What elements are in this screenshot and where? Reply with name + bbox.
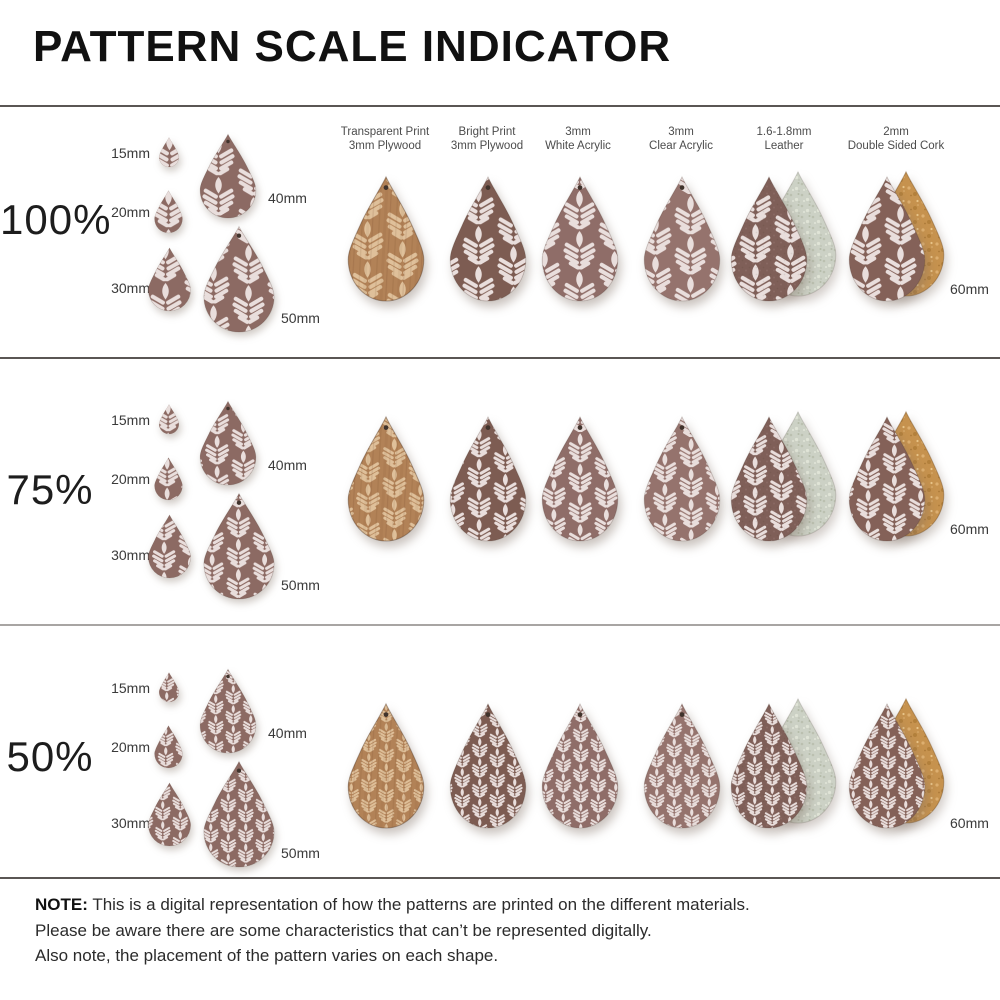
size-label-15mm-row75: 15mm: [111, 412, 150, 428]
teardrop-white-acrylic-row75%: [538, 415, 622, 542]
teardrop-guide-20mm-row50%: [153, 725, 184, 769]
divider-top: [0, 105, 1000, 107]
teardrop-white-acrylic-row50%: [538, 702, 622, 829]
teardrop-guide-15mm-row50%: [158, 672, 180, 703]
teardrop-guide-30mm-row75%: [146, 514, 193, 579]
teardrop-guide-15mm-row100%: [158, 137, 180, 168]
teardrop-clear-acrylic-row75%: [640, 415, 724, 542]
size-label-50mm-row50: 50mm: [281, 845, 320, 861]
size-label-20mm-row75: 20mm: [111, 471, 150, 487]
size-label-40mm-row50: 40mm: [268, 725, 307, 741]
size-label-60mm-row50: 60mm: [950, 815, 989, 831]
teardrop-plywood-transparent-row50%: [344, 702, 428, 829]
teardrop-guide-40mm-row50%: [197, 668, 259, 754]
note-line-1: NOTE: This is a digital representation o…: [35, 895, 750, 914]
column-header-clear-acrylic: 3mm Clear Acrylic: [649, 126, 713, 152]
size-label-20mm-row100: 20mm: [111, 204, 150, 220]
teardrop-cork-front-row75%: [845, 415, 929, 542]
teardrop-plywood-transparent-row100%: [344, 175, 428, 302]
size-label-20mm-row50: 20mm: [111, 739, 150, 755]
teardrop-clear-acrylic-row100%: [640, 175, 724, 302]
note-line-3: Also note, the placement of the pattern …: [35, 946, 499, 965]
teardrop-leather-front-row75%: [727, 415, 811, 542]
size-label-15mm-row50: 15mm: [111, 680, 150, 696]
teardrop-guide-20mm-row75%: [153, 457, 184, 501]
note-line-2: Please be aware there are some character…: [35, 920, 652, 940]
teardrop-clear-acrylic-row50%: [640, 702, 724, 829]
teardrop-cork-front-row50%: [845, 702, 929, 829]
size-label-50mm-row100: 50mm: [281, 310, 320, 326]
teardrop-guide-40mm-row100%: [197, 133, 259, 219]
teardrop-plywood-bright-row100%: [446, 175, 530, 302]
divider-row2-row3: [0, 624, 1000, 626]
teardrop-guide-50mm-row75%: [200, 492, 278, 600]
teardrop-plywood-bright-row75%: [446, 415, 530, 542]
size-label-40mm-row75: 40mm: [268, 457, 307, 473]
column-header-cork: 2mm Double Sided Cork: [847, 126, 945, 152]
page-title: PATTERN SCALE INDICATOR: [33, 22, 672, 71]
size-label-40mm-row100: 40mm: [268, 190, 307, 206]
size-label-30mm-row100: 30mm: [111, 280, 150, 296]
divider-bottom: [0, 877, 1000, 879]
teardrop-plywood-transparent-row75%: [344, 415, 428, 542]
teardrop-guide-30mm-row50%: [146, 782, 193, 847]
column-header-plywood-transparent: Transparent Print 3mm Plywood: [340, 126, 430, 152]
teardrop-plywood-bright-row50%: [446, 702, 530, 829]
divider-row1-row2: [0, 357, 1000, 359]
teardrop-guide-30mm-row100%: [146, 247, 193, 312]
teardrop-guide-20mm-row100%: [153, 190, 184, 234]
size-label-30mm-row75: 30mm: [111, 547, 150, 563]
teardrop-white-acrylic-row100%: [538, 175, 622, 302]
scale-label-75: 75%: [6, 466, 94, 513]
size-label-60mm-row75: 60mm: [950, 521, 989, 537]
teardrop-guide-40mm-row75%: [197, 400, 259, 486]
size-label-30mm-row50: 30mm: [111, 815, 150, 831]
scale-label-100: 100%: [0, 196, 112, 243]
size-label-15mm-row100: 15mm: [111, 145, 150, 161]
teardrop-leather-front-row50%: [727, 702, 811, 829]
teardrop-guide-15mm-row75%: [158, 404, 180, 435]
size-label-50mm-row75: 50mm: [281, 577, 320, 593]
size-label-60mm-row100: 60mm: [950, 281, 989, 297]
column-header-leather: 1.6-1.8mm Leather: [756, 126, 812, 152]
column-header-white-acrylic: 3mm White Acrylic: [545, 126, 611, 152]
teardrop-cork-front-row100%: [845, 175, 929, 302]
teardrop-leather-front-row100%: [727, 175, 811, 302]
teardrop-guide-50mm-row100%: [200, 225, 278, 333]
scale-label-50: 50%: [6, 733, 94, 780]
teardrop-guide-50mm-row50%: [200, 760, 278, 868]
note-block: NOTE: This is a digital representation o…: [35, 892, 750, 969]
column-header-plywood-bright: Bright Print 3mm Plywood: [450, 126, 524, 152]
